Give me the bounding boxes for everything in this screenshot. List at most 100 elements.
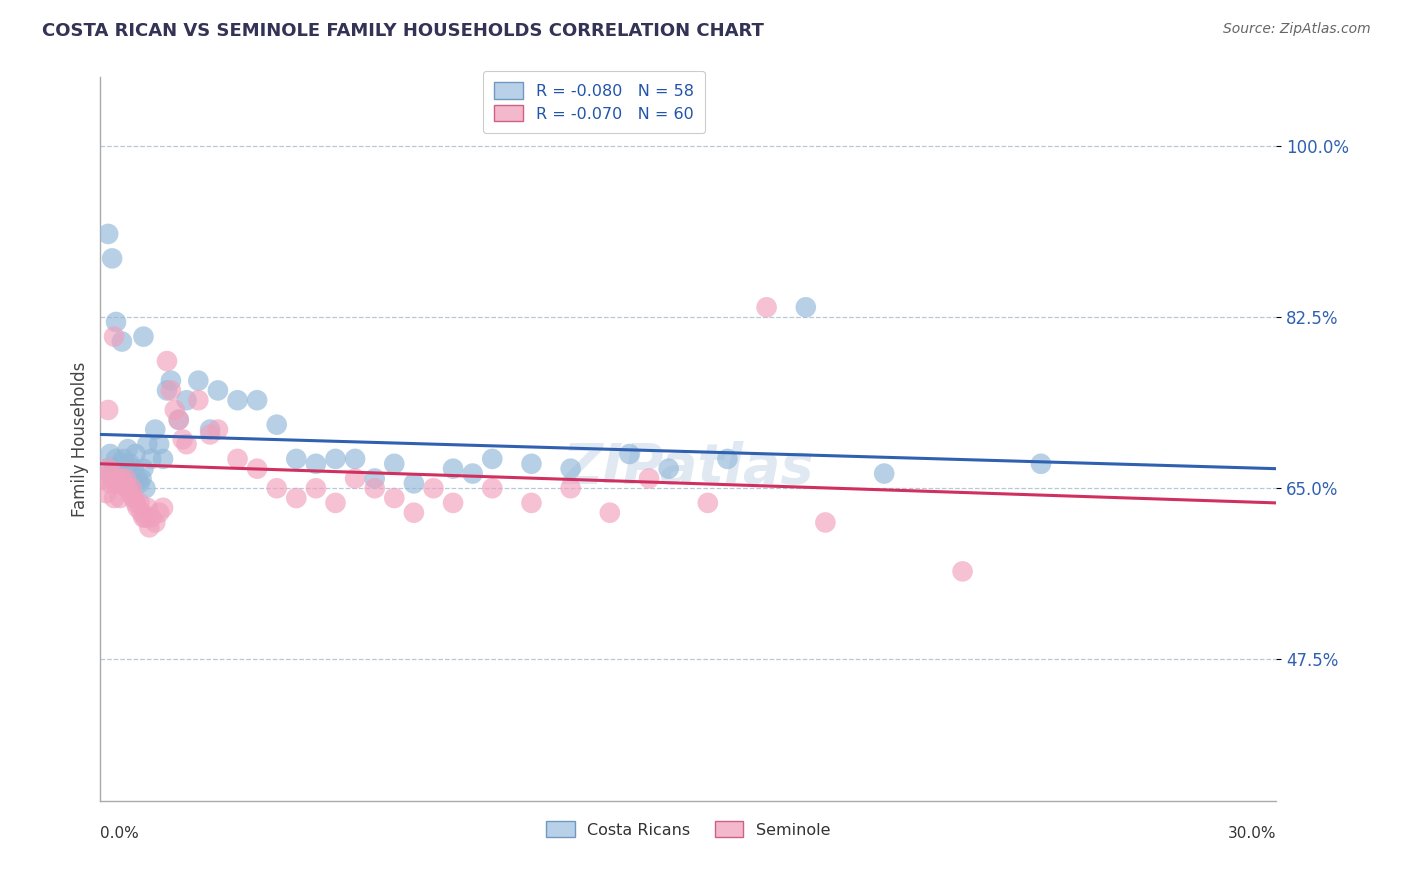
Point: [344, 451, 367, 466]
Point: [97, 461, 120, 475]
Point: [716, 451, 738, 466]
Point: [128, 476, 150, 491]
Point: [121, 481, 143, 495]
Point: [124, 447, 146, 461]
Point: [167, 413, 190, 427]
Text: 0.0%: 0.0%: [100, 826, 139, 840]
Point: [461, 467, 484, 481]
Point: [198, 423, 221, 437]
Point: [658, 461, 681, 475]
Point: [873, 467, 896, 481]
Point: [114, 471, 136, 485]
Point: [325, 451, 347, 466]
Point: [141, 451, 163, 466]
Point: [560, 461, 582, 475]
Point: [156, 384, 179, 398]
Point: [266, 481, 288, 495]
Point: [207, 423, 229, 437]
Point: [172, 433, 194, 447]
Point: [96, 486, 118, 500]
Point: [98, 447, 121, 461]
Point: [794, 300, 817, 314]
Point: [108, 457, 131, 471]
Point: [134, 481, 156, 495]
Point: [402, 506, 425, 520]
Point: [112, 476, 135, 491]
Point: [285, 491, 308, 505]
Point: [755, 300, 778, 314]
Point: [402, 476, 425, 491]
Point: [285, 451, 308, 466]
Point: [382, 491, 405, 505]
Point: [952, 565, 974, 579]
Point: [176, 393, 198, 408]
Text: ZIPatlas: ZIPatlas: [562, 442, 814, 495]
Point: [118, 486, 141, 500]
Point: [441, 496, 464, 510]
Point: [97, 227, 120, 241]
Text: 30.0%: 30.0%: [1227, 826, 1277, 840]
Point: [696, 496, 718, 510]
Point: [101, 471, 124, 485]
Point: [344, 471, 367, 485]
Point: [111, 334, 134, 349]
Point: [1029, 457, 1052, 471]
Point: [520, 496, 543, 510]
Point: [325, 496, 347, 510]
Point: [108, 491, 131, 505]
Point: [163, 403, 186, 417]
Point: [118, 457, 141, 471]
Text: Source: ZipAtlas.com: Source: ZipAtlas.com: [1223, 22, 1371, 37]
Point: [111, 471, 134, 485]
Point: [481, 451, 503, 466]
Point: [246, 393, 269, 408]
Point: [103, 491, 125, 505]
Point: [305, 481, 328, 495]
Point: [481, 481, 503, 495]
Point: [187, 374, 209, 388]
Point: [107, 476, 129, 491]
Point: [132, 461, 155, 475]
Point: [382, 457, 405, 471]
Point: [105, 451, 128, 466]
Point: [176, 437, 198, 451]
Point: [520, 457, 543, 471]
Point: [814, 516, 837, 530]
Point: [422, 481, 444, 495]
Point: [152, 500, 174, 515]
Point: [136, 500, 159, 515]
Point: [132, 510, 155, 524]
Point: [93, 471, 115, 485]
Point: [112, 451, 135, 466]
Point: [136, 437, 159, 451]
Point: [101, 252, 124, 266]
Point: [117, 442, 139, 456]
Point: [599, 506, 621, 520]
Point: [105, 315, 128, 329]
Point: [96, 461, 118, 475]
Point: [128, 496, 150, 510]
Point: [148, 437, 170, 451]
Point: [198, 427, 221, 442]
Point: [124, 496, 146, 510]
Point: [121, 476, 143, 491]
Point: [127, 471, 149, 485]
Point: [207, 384, 229, 398]
Legend: Costa Ricans, Seminole: Costa Ricans, Seminole: [540, 814, 837, 844]
Point: [97, 403, 120, 417]
Point: [127, 500, 149, 515]
Point: [226, 393, 249, 408]
Text: COSTA RICAN VS SEMINOLE FAMILY HOUSEHOLDS CORRELATION CHART: COSTA RICAN VS SEMINOLE FAMILY HOUSEHOLD…: [42, 22, 763, 40]
Point: [143, 423, 166, 437]
Point: [101, 467, 124, 481]
Point: [103, 329, 125, 343]
Point: [167, 413, 190, 427]
Point: [619, 447, 641, 461]
Point: [560, 481, 582, 495]
Point: [638, 471, 661, 485]
Point: [160, 374, 183, 388]
Point: [246, 461, 269, 475]
Point: [305, 457, 328, 471]
Point: [226, 451, 249, 466]
Point: [152, 451, 174, 466]
